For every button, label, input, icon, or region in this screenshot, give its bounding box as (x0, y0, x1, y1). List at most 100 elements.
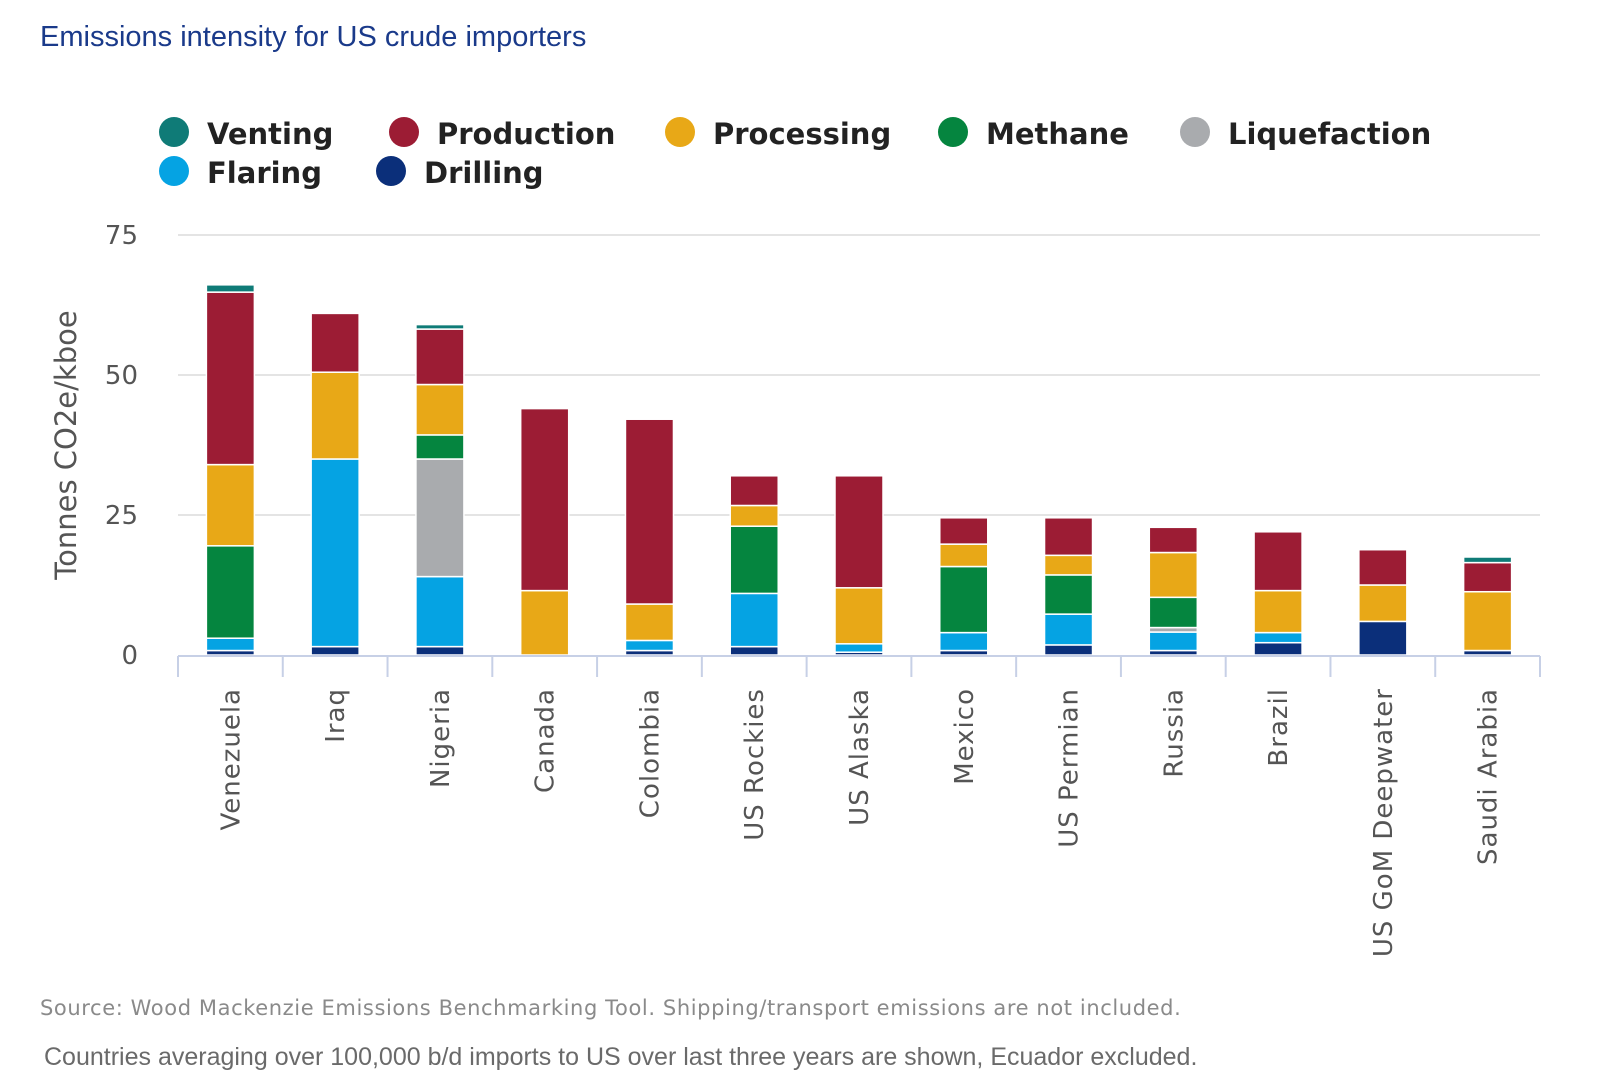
bar-segment-production (834, 475, 884, 589)
bar-brazil (1253, 531, 1303, 656)
bar-segment-drilling (1253, 641, 1303, 656)
bar-segment-processing (1043, 554, 1094, 576)
legend-label: Production (437, 117, 615, 151)
bar-segment-drilling (1043, 644, 1094, 656)
bar-segment-methane (939, 565, 989, 634)
bar-segment-production (939, 517, 989, 545)
bar-segment-production (729, 475, 779, 507)
x-tick-label: Mexico (950, 688, 980, 785)
bar-segment-drilling (1358, 620, 1408, 656)
legend-label: Liquefaction (1228, 117, 1431, 151)
bar-segment-processing (834, 587, 884, 645)
bar-segment-processing (519, 589, 570, 656)
x-tick-label: Saudi Arabia (1474, 688, 1504, 865)
y-tick-label: 25 (105, 501, 138, 531)
bar-saudi-arabia (1462, 556, 1513, 656)
bar-segment-production (519, 407, 570, 592)
legend-swatch (1180, 117, 1210, 147)
bar-segment-flaring (205, 637, 256, 652)
bar-segment-processing (1148, 551, 1199, 599)
legend-item-drilling: Drilling (376, 156, 544, 190)
source-note: Source: Wood Mackenzie Emissions Benchma… (40, 996, 1181, 1020)
bars (205, 284, 1513, 656)
bar-segment-processing (729, 504, 779, 527)
bar-segment-production (1358, 548, 1408, 586)
legend-item-liquefaction: Liquefaction (1180, 117, 1431, 151)
legend-swatch (665, 117, 695, 147)
y-axis-ticks: 0 25 50 75 (105, 221, 138, 671)
gridlines (178, 234, 1540, 516)
y-axis-label: Tonnes CO2e/kboe (49, 310, 83, 580)
bar-segment-production (1253, 531, 1303, 592)
bar-segment-drilling (310, 645, 360, 656)
legend-label: Drilling (424, 156, 544, 190)
bar-venezuela (205, 284, 256, 656)
bar-segment-production (624, 418, 675, 605)
bar-segment-processing (939, 543, 989, 568)
bar-segment-liquefaction (415, 458, 465, 578)
bar-iraq (310, 312, 360, 656)
bar-segment-production (310, 312, 360, 373)
bar-us-gom-deepwater (1358, 548, 1408, 656)
legend-swatch (938, 117, 968, 147)
bar-segment-flaring (624, 639, 675, 652)
bar-segment-venting (1462, 556, 1513, 564)
y-tick-label: 0 (121, 641, 138, 671)
bar-segment-production (1462, 561, 1513, 593)
bar-segment-methane (1043, 574, 1094, 615)
legend-label: Venting (207, 117, 333, 151)
bar-segment-drilling (415, 645, 465, 656)
x-tick-label: Canada (531, 688, 561, 793)
bar-segment-flaring (834, 643, 884, 653)
legend-label: Flaring (207, 156, 322, 190)
bar-segment-processing (310, 371, 360, 460)
x-tick-label: US Alaska (845, 688, 875, 826)
legend-item-production: Production (389, 117, 615, 151)
bar-segment-methane (205, 545, 256, 639)
x-tick-label: Colombia (635, 688, 665, 818)
legend-item-processing: Processing (665, 117, 891, 151)
bar-segment-processing (624, 603, 675, 642)
bar-segment-flaring (1148, 631, 1199, 652)
bar-segment-production (1043, 517, 1094, 557)
bar-segment-flaring (729, 592, 779, 648)
legend-item-methane: Methane (938, 117, 1129, 151)
bar-segment-processing (205, 463, 256, 547)
legend-item-flaring: Flaring (159, 156, 322, 190)
bar-segment-flaring (1253, 631, 1303, 644)
bar-segment-venting (415, 323, 465, 330)
legend-label: Processing (713, 117, 891, 151)
bar-canada (519, 407, 570, 656)
x-tick-label: US GoM Deepwater (1369, 688, 1399, 957)
y-tick-label: 50 (105, 361, 138, 391)
bar-russia (1148, 526, 1199, 656)
x-tick-label: Russia (1159, 688, 1189, 778)
chart-title: Emissions intensity for US crude importe… (40, 21, 586, 53)
bar-segment-processing (1358, 584, 1408, 623)
legend-swatch (159, 117, 189, 147)
bar-segment-methane (415, 434, 465, 460)
bar-segment-production (1148, 526, 1199, 554)
bar-colombia (624, 418, 675, 656)
bar-segment-drilling (729, 645, 779, 656)
x-tick-label: Brazil (1264, 688, 1294, 767)
legend-swatch (376, 156, 406, 186)
legend-item-venting: Venting (159, 117, 333, 151)
legend-swatch (389, 117, 419, 147)
x-tick-label: US Permian (1055, 688, 1085, 848)
bar-us-rockies (729, 475, 779, 656)
bar-us-permian (1043, 517, 1094, 656)
bar-segment-processing (1253, 589, 1303, 634)
bar-nigeria (415, 323, 465, 656)
bar-segment-processing (415, 383, 465, 436)
x-tick-label: Nigeria (426, 688, 456, 788)
y-tick-label: 75 (105, 221, 138, 251)
bar-segment-processing (1462, 590, 1513, 652)
legend-label: Methane (986, 117, 1129, 151)
bar-segment-flaring (310, 458, 360, 648)
legend: Venting Production Processing Methane Liquef… (159, 117, 1431, 190)
bar-segment-methane (1148, 596, 1199, 629)
bar-segment-methane (729, 525, 779, 595)
bar-mexico (939, 517, 989, 656)
